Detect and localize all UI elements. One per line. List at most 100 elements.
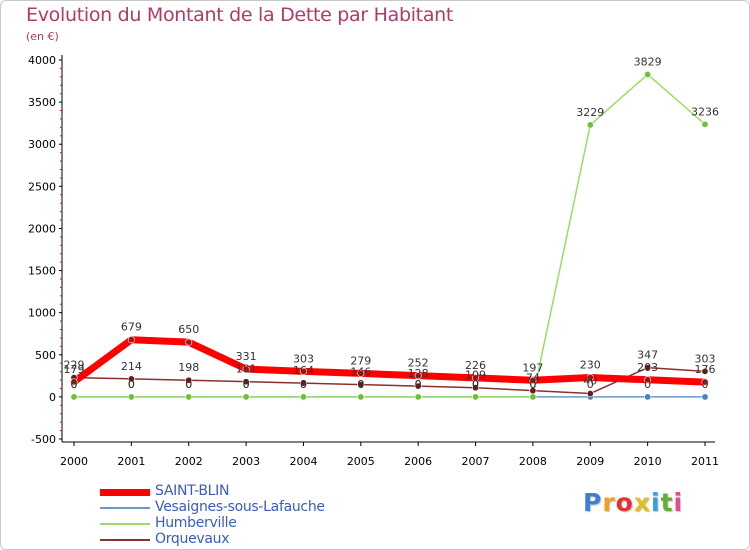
legend-label: Vesaignes-sous-Lafauche [155, 499, 325, 515]
data-point [414, 372, 422, 380]
data-label: 109 [465, 369, 486, 382]
data-label: 181 [236, 363, 257, 376]
x-tick-label: 2010 [634, 455, 662, 468]
data-point [529, 387, 537, 395]
legend-label: Humberville [155, 515, 237, 531]
data-label: 214 [121, 360, 142, 373]
y-tick-label: 500 [35, 349, 56, 362]
data-point [414, 393, 422, 401]
data-label: 3229 [576, 106, 604, 119]
data-point [701, 367, 709, 375]
data-point [299, 367, 307, 375]
data-point [701, 120, 709, 128]
x-tick-label: 2000 [60, 455, 88, 468]
data-point [644, 376, 652, 384]
data-label: 128 [408, 367, 429, 380]
proxiti-logo: Proxiti [583, 488, 683, 517]
data-point [644, 70, 652, 78]
logo-letter: r [602, 488, 616, 517]
data-label: 74 [526, 372, 540, 385]
data-label: 252 [408, 357, 429, 370]
x-tick-label: 2003 [232, 455, 260, 468]
data-point [529, 376, 537, 384]
chart-title: Evolution du Montant de la Dette par Hab… [26, 4, 454, 26]
data-point [299, 393, 307, 401]
y-tick-label: 0 [49, 391, 56, 404]
data-label: 0 [472, 378, 479, 391]
data-label: 303 [293, 352, 314, 365]
x-tick-label: 2008 [519, 455, 547, 468]
data-point [185, 338, 193, 346]
data-point [701, 378, 709, 386]
data-label: 279 [350, 354, 371, 367]
data-label: 331 [236, 350, 257, 363]
data-point [185, 393, 193, 401]
data-point [242, 365, 250, 373]
logo-letter: P [583, 488, 603, 517]
data-point [701, 393, 709, 401]
series-line-humberville [73, 73, 706, 398]
data-label: 0 [357, 378, 364, 391]
data-label: 197 [522, 361, 543, 374]
x-tick-label: 2007 [462, 455, 490, 468]
data-point [127, 375, 135, 383]
data-label: 0 [300, 378, 307, 391]
data-point [586, 390, 594, 398]
data-point [472, 374, 480, 382]
legend-label: Orquevaux [155, 531, 230, 547]
data-point [529, 393, 537, 401]
data-label: 40 [583, 375, 597, 388]
data-label: 0 [357, 378, 364, 391]
data-point [586, 121, 594, 129]
data-point [299, 379, 307, 387]
data-label: 3829 [634, 55, 662, 68]
logo-letter: o [615, 488, 634, 517]
x-tick-label: 2011 [691, 455, 719, 468]
data-label: 164 [293, 364, 314, 377]
chart-subtitle: (en €) [26, 30, 59, 43]
data-label: 146 [350, 366, 371, 379]
data-label: 198 [178, 361, 199, 374]
y-tick-label: -500 [31, 433, 56, 446]
data-label: 0 [128, 378, 135, 391]
y-tick-label: 1500 [28, 265, 56, 278]
data-label: 0 [587, 378, 594, 391]
data-point [127, 336, 135, 344]
data-label: 0 [300, 378, 307, 391]
data-label: 0 [644, 378, 651, 391]
data-label: 0 [529, 378, 536, 391]
x-tick-label: 2002 [175, 455, 203, 468]
logo-letter: t [660, 488, 674, 517]
legend-swatch [100, 539, 150, 541]
logo-letter: i [673, 488, 684, 517]
data-label: 347 [637, 349, 658, 362]
data-label: 0 [243, 378, 250, 391]
data-label: 0 [185, 378, 192, 391]
legend-swatch [100, 523, 150, 525]
data-label: 0 [529, 378, 536, 391]
data-label: 0 [243, 378, 250, 391]
y-tick-label: 1000 [28, 307, 56, 320]
data-point [70, 393, 78, 401]
data-point [70, 378, 78, 386]
series-line-orquevaux [73, 366, 706, 395]
y-tick-label: 4000 [28, 54, 56, 67]
data-point [472, 393, 480, 401]
data-label: 179 [64, 363, 85, 376]
data-point [357, 393, 365, 401]
data-label: 650 [178, 323, 199, 336]
data-label: 203 [637, 361, 658, 374]
data-point [357, 381, 365, 389]
data-label: 226 [465, 359, 486, 372]
logo-letter: x [633, 488, 651, 517]
data-label: 0 [71, 378, 78, 391]
data-point [586, 374, 594, 382]
x-tick-label: 2001 [117, 455, 145, 468]
data-point [242, 378, 250, 386]
y-tick-label: 2500 [28, 180, 56, 193]
data-label: 0 [702, 378, 709, 391]
data-label: 0 [472, 378, 479, 391]
data-label: 229 [64, 359, 85, 372]
data-label: 176 [695, 363, 716, 376]
